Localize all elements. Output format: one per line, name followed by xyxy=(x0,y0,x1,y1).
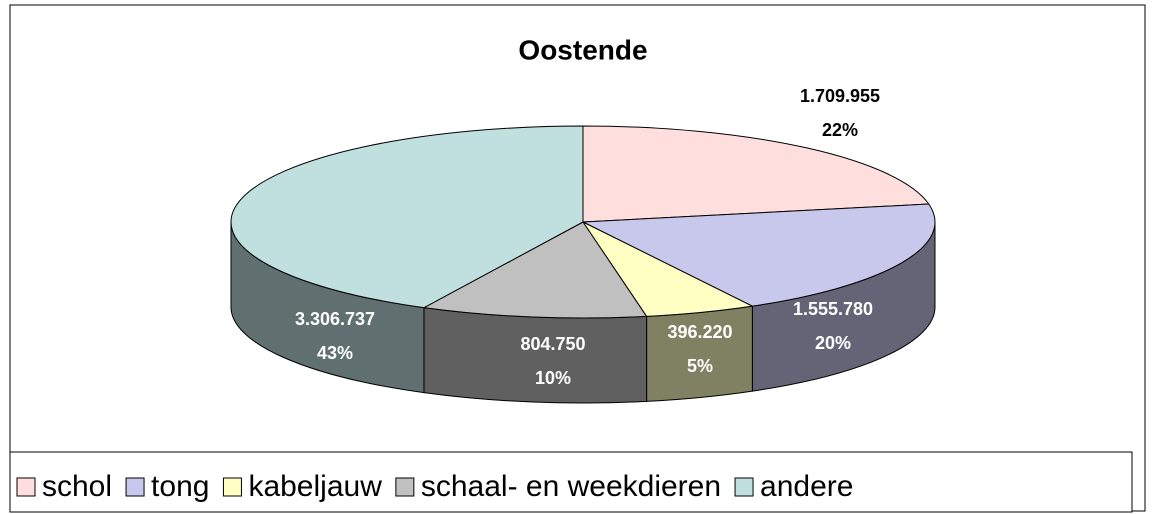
chart-title: Oostende xyxy=(518,34,647,65)
legend-frame xyxy=(9,451,1133,513)
slice-side xyxy=(646,305,753,402)
value-label: 1.555.780 xyxy=(793,299,873,319)
legend-swatch xyxy=(222,477,242,497)
legend-swatch xyxy=(16,477,36,497)
legend-swatch xyxy=(395,477,415,497)
legend-label: kabeljauw xyxy=(248,470,382,503)
slice xyxy=(422,221,648,319)
percent-label: 5% xyxy=(687,356,713,376)
percent-label: 10% xyxy=(535,368,571,388)
legend-swatch xyxy=(734,477,754,497)
legend-label: andere xyxy=(760,470,853,503)
percent-label: 20% xyxy=(815,333,851,353)
percent-label: 43% xyxy=(317,343,353,363)
slice xyxy=(582,125,930,223)
value-label: 804.750 xyxy=(520,334,585,354)
slice-side xyxy=(423,307,648,404)
slice xyxy=(230,125,584,309)
legend-label: tong xyxy=(151,470,209,503)
value-label: 3.306.737 xyxy=(295,309,375,329)
slice xyxy=(581,203,936,307)
value-label: 396.220 xyxy=(667,322,732,342)
legend-swatch xyxy=(125,477,145,497)
legend-label: schol xyxy=(42,470,112,503)
percent-label: 22% xyxy=(822,120,858,140)
value-label: 1.709.955 xyxy=(800,86,880,106)
legend-label: schaal- en weekdieren xyxy=(421,470,721,503)
